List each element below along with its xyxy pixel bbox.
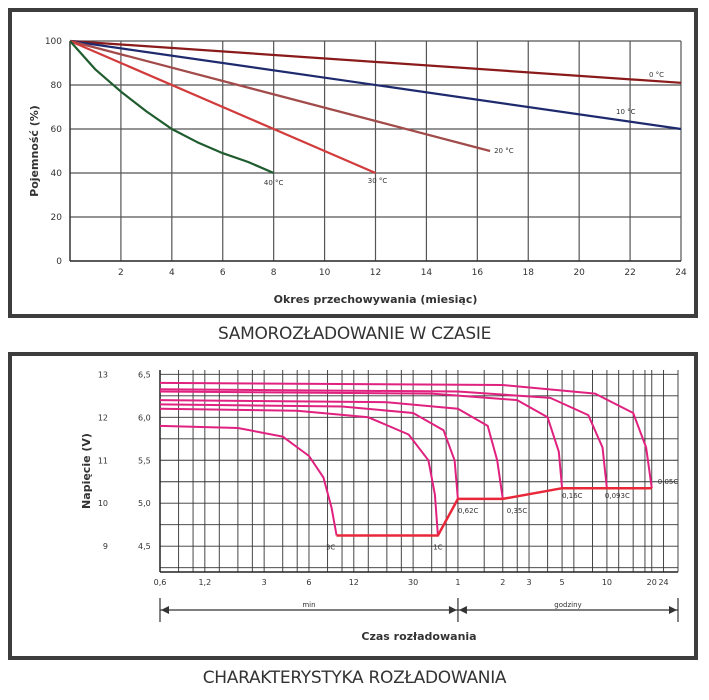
time-unit-label: godziny xyxy=(554,601,581,609)
y-tick-label: 0 xyxy=(56,257,62,267)
discharge-curve xyxy=(159,407,439,536)
x-axis-label: Okres przechowywania (miesiąc) xyxy=(274,293,478,306)
x-tick-label: 12 xyxy=(349,578,359,587)
series-line xyxy=(69,39,491,153)
x-tick-label: 2 xyxy=(118,268,124,278)
series-line xyxy=(69,40,275,175)
y-tick-label-6v: 6,5 xyxy=(138,370,151,379)
x-tick-label: 8 xyxy=(271,268,277,278)
discharge-characteristic-caption: CHARAKTERYSTYKA ROZŁADOWANIA xyxy=(202,668,507,688)
series-label: 40 °C xyxy=(264,179,284,187)
x-tick-label: 16 xyxy=(472,268,484,278)
self-discharge-caption: SAMOROZŁADOWANIE W CZASIE xyxy=(217,324,492,344)
y-tick-label-12v: 12 xyxy=(98,413,108,422)
y-tick-label-6v: 5,0 xyxy=(138,499,151,508)
discharge-curve xyxy=(159,388,608,489)
series-label: 0,05C xyxy=(658,478,679,486)
series-label: 0,35C xyxy=(507,507,528,515)
y-tick-label: 60 xyxy=(51,125,63,135)
arrow-right-icon xyxy=(669,606,677,614)
y-tick-label-6v: 5,5 xyxy=(138,456,151,465)
discharge-curve xyxy=(159,381,653,489)
y-tick-label: 100 xyxy=(45,37,62,47)
discharge-curve xyxy=(159,424,338,536)
x-tick-label: 2 xyxy=(500,578,505,587)
discharge-curve xyxy=(159,399,504,500)
x-tick-label: 24 xyxy=(658,578,668,587)
series-label: 0 °C xyxy=(649,71,664,79)
series-label: 3C xyxy=(326,543,335,551)
x-tick-label: 14 xyxy=(421,268,433,278)
discharge-characteristic-chart: 0,6 1,2 3 6 12 30 1 2 3 5 10 20 241312111096,56,05,5… xyxy=(80,370,679,643)
y-tick-label-12v: 13 xyxy=(98,370,108,379)
x-tick-label: 20 xyxy=(647,578,657,587)
x-tick-label: 3 xyxy=(526,578,531,587)
series-label: 1C xyxy=(433,543,442,551)
x-tick-label: 3 xyxy=(262,578,267,587)
discharge-characteristic-panel: 0,6 1,2 3 6 12 30 1 2 3 5 10 20 24 13 12 11 10 9 6,5 6,0 5,5… xyxy=(8,352,698,660)
time-unit-label: min xyxy=(302,601,315,609)
x-tick-label: 22 xyxy=(624,268,635,278)
series-line xyxy=(69,39,376,175)
y-tick-label-12v: 10 xyxy=(98,499,108,508)
self-discharge-panel: 2 4 6 8 10 12 14 16 18 20 22 24 100 80 60 40 20 0 0 °C 10 °… xyxy=(8,8,698,318)
x-tick-label: 1,2 xyxy=(198,578,211,587)
series-line xyxy=(69,39,682,84)
y-tick-label: 40 xyxy=(51,169,63,179)
x-tick-label: 10 xyxy=(319,268,331,278)
series-label: 10 °C xyxy=(616,108,636,116)
x-tick-label: 0,6 xyxy=(154,578,167,587)
discharge-curve xyxy=(159,403,459,499)
series-label: 20 °C xyxy=(494,147,514,155)
y-tick-label-6v: 4,5 xyxy=(138,542,151,551)
x-tick-label: 10 xyxy=(602,578,612,587)
series-label: 0,62C xyxy=(458,507,479,515)
x-axis-label: Czas rozładowania xyxy=(361,630,476,643)
arrow-left-icon xyxy=(458,606,467,614)
x-tick-label: 5 xyxy=(560,578,565,587)
series-label: 0,093C xyxy=(605,492,630,500)
x-tick-label: 18 xyxy=(523,268,535,278)
arrow-right-icon xyxy=(448,606,457,614)
y-axis-label: Napięcie (V) xyxy=(80,433,93,509)
x-tick-label: 1 xyxy=(455,578,460,587)
x-tick-label: 12 xyxy=(370,268,381,278)
y-axis-label: Pojemność (%) xyxy=(28,105,41,197)
x-tick-label: 6 xyxy=(220,268,226,278)
y-tick-label-12v: 9 xyxy=(103,542,108,551)
x-tick-label: 4 xyxy=(169,268,175,278)
series-line xyxy=(69,39,682,131)
cutoff-line xyxy=(336,486,652,537)
x-tick-label: 30 xyxy=(408,578,418,587)
discharge-curve xyxy=(159,390,564,489)
series-label: 30 °C xyxy=(368,177,388,185)
arrow-left-icon xyxy=(161,606,169,614)
x-tick-label: 6 xyxy=(306,578,311,587)
y-tick-label: 20 xyxy=(51,213,63,223)
series-label: 0,16C xyxy=(562,492,583,500)
x-tick-label: 24 xyxy=(675,268,687,278)
y-tick-label: 80 xyxy=(51,81,63,91)
y-tick-label-6v: 6,0 xyxy=(138,413,151,422)
y-tick-label-12v: 11 xyxy=(98,456,108,465)
x-tick-label: 20 xyxy=(573,268,585,278)
